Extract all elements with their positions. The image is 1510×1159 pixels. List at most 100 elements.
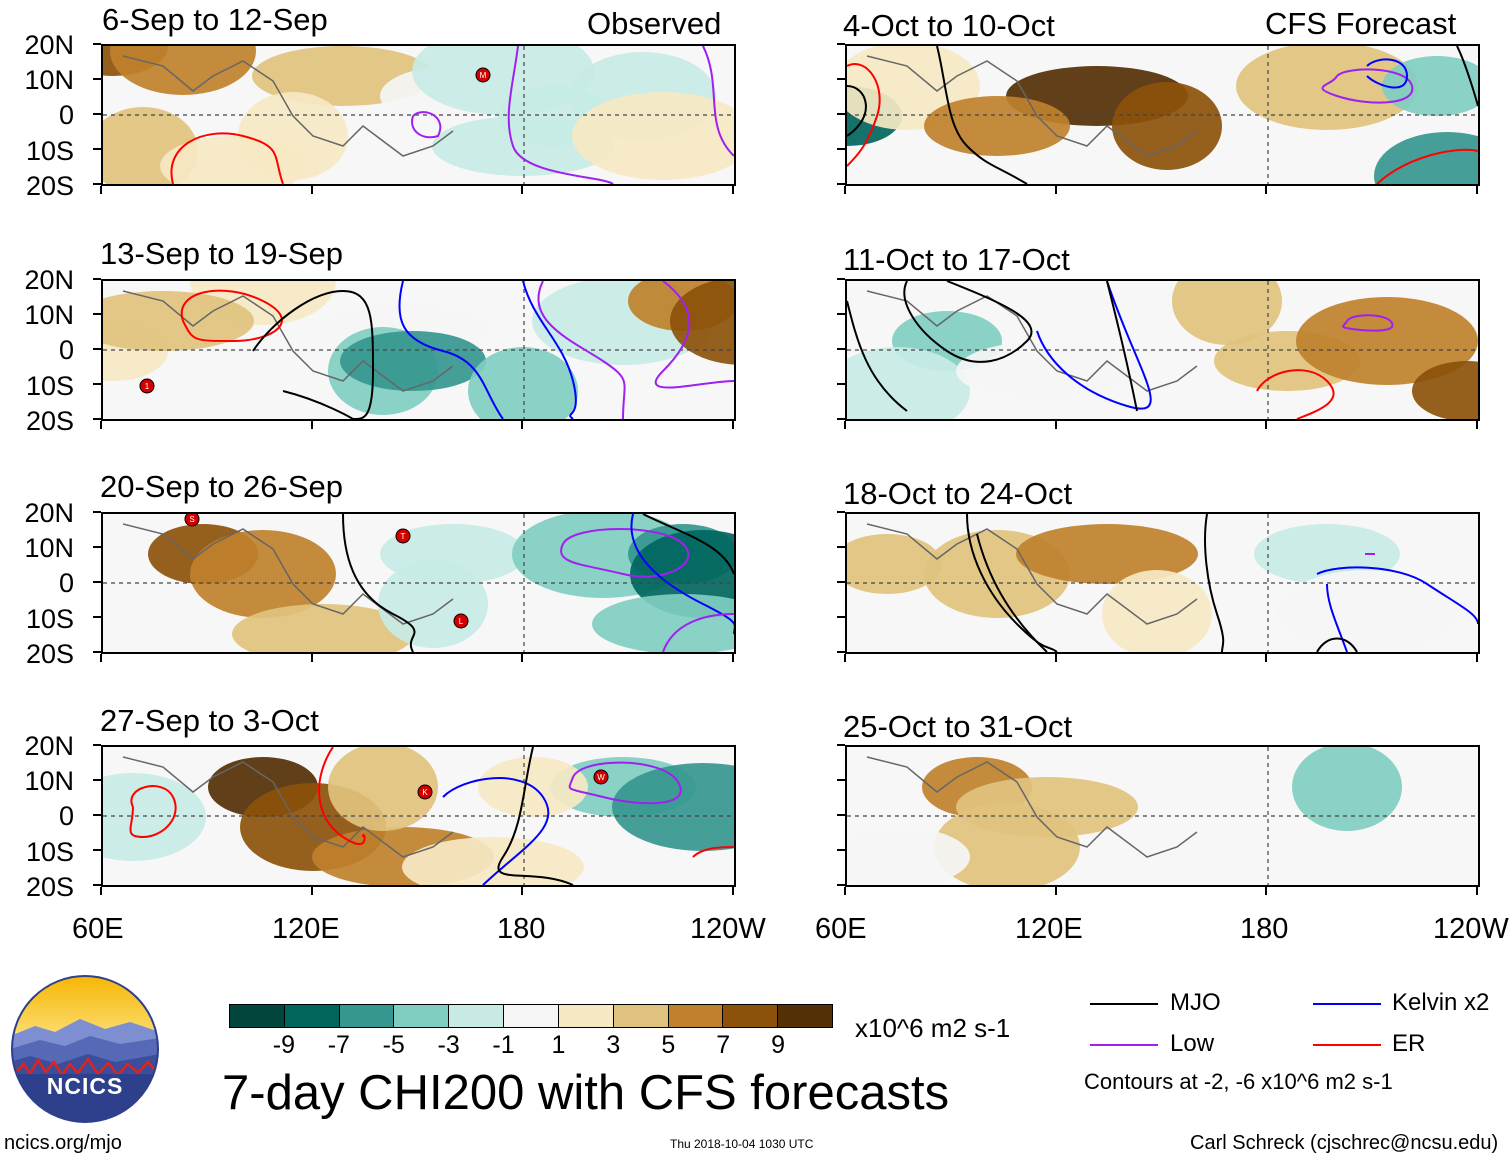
low-contour — [702, 46, 734, 157]
map-field — [847, 46, 1478, 184]
lon-tick — [100, 421, 102, 429]
anomaly-region — [190, 530, 336, 618]
mjo-contour — [1106, 281, 1138, 412]
lat-tick — [837, 651, 845, 653]
lat-label: 10N — [24, 766, 74, 797]
lat-tick — [93, 148, 101, 150]
lon-tick — [732, 654, 735, 662]
anomaly-region — [402, 837, 584, 885]
anomaly-region — [592, 594, 734, 652]
lat-tick — [93, 418, 101, 420]
low-contour — [411, 111, 442, 139]
mjo-contour — [976, 533, 1048, 652]
storm-marker: 1 — [139, 378, 155, 394]
colorbar-tick-label: -9 — [272, 1031, 296, 1059]
low-contour — [654, 281, 734, 389]
lon-tick — [521, 887, 524, 895]
kelvin-contour — [1326, 583, 1348, 652]
forecast-header: CFS Forecast — [1265, 6, 1457, 41]
coastline — [866, 523, 1198, 625]
lat-tick — [837, 849, 845, 851]
legend-kelvin-line — [1313, 1003, 1381, 1005]
storm-marker: K — [417, 784, 433, 800]
storm-marker: S — [184, 514, 200, 527]
kelvin-contour — [522, 281, 577, 419]
map-panel-obs-1: M — [101, 44, 736, 186]
lat-label: 10S — [25, 603, 74, 634]
lat-tick — [93, 651, 101, 653]
lon-tick — [521, 421, 524, 429]
logo-text: NCICS — [47, 1073, 124, 1099]
kelvin-contour — [442, 777, 550, 885]
anomaly-region — [1292, 747, 1402, 831]
colorbar-tick-label: 3 — [606, 1031, 621, 1059]
colorbar-swatch — [668, 1005, 724, 1027]
map-panel-fcst-2 — [845, 279, 1480, 421]
anomaly-region — [1276, 570, 1458, 652]
lat-tick — [837, 546, 845, 548]
legend-mjo-label: MJO — [1170, 989, 1221, 1016]
lat-tick — [93, 313, 101, 315]
map-panel-fcst-1 — [845, 44, 1480, 186]
lon-label-120e: 120E — [272, 913, 340, 945]
lat-tick — [837, 744, 845, 746]
kelvin-contour — [1366, 58, 1409, 89]
footer-author: Carl Schreck (cjschrec@ncsu.edu) — [1190, 1132, 1499, 1154]
lat-tick — [837, 814, 845, 816]
lat-label: 0 — [58, 568, 74, 599]
legend-er-line — [1313, 1044, 1381, 1046]
mjo-contour — [252, 289, 375, 419]
mjo-contour — [847, 85, 867, 137]
legend-er-label: ER — [1392, 1030, 1426, 1057]
low-contour — [507, 46, 614, 184]
er-contour — [692, 846, 734, 858]
anomaly-region — [340, 331, 486, 391]
anomaly-region — [1254, 524, 1400, 584]
lat-tick — [93, 884, 101, 886]
lon-tick — [1265, 654, 1268, 662]
anomaly-region — [468, 347, 578, 419]
mjo-contour — [903, 281, 1033, 363]
colorbar-swatch — [778, 1005, 832, 1027]
lat-tick — [93, 849, 101, 851]
anomaly-region — [847, 534, 942, 594]
colorbar-tick-label: 7 — [716, 1031, 731, 1059]
anomaly-region — [612, 763, 734, 851]
low-contour — [568, 761, 682, 805]
mjo-contour — [497, 747, 574, 885]
map-panel-obs-3: S T L — [101, 512, 736, 654]
lat-tick — [837, 383, 845, 385]
mjo-contour — [966, 514, 1058, 652]
coastline — [866, 55, 1198, 157]
map-field: M — [103, 46, 734, 184]
low-contour — [1342, 314, 1394, 332]
legend-mjo-line — [1090, 1003, 1158, 1005]
lon-tick — [1476, 654, 1479, 662]
lon-tick — [1054, 887, 1057, 895]
coastline — [866, 290, 1198, 392]
lat-tick — [93, 113, 101, 115]
legend-contours-note: Contours at -2, -6 x10^6 m2 s-1 — [1084, 1069, 1393, 1094]
lat-label: 10N — [24, 300, 74, 331]
lon-tick — [844, 654, 846, 662]
lat-tick — [93, 546, 101, 548]
storm-marker: W — [593, 769, 609, 785]
lat-tick — [837, 113, 845, 115]
footer-url[interactable]: ncics.org/mjo — [4, 1132, 122, 1154]
colorbar-swatch — [504, 1005, 559, 1027]
lon-tick — [100, 186, 102, 194]
lon-tick — [1476, 421, 1479, 429]
colorbar-tick-label: 1 — [551, 1031, 566, 1059]
panel-title-obs-2: 13-Sep to 19-Sep — [100, 236, 344, 271]
lat-tick — [93, 779, 101, 781]
colorbar-swatch — [339, 1005, 395, 1027]
lon-tick — [1265, 421, 1268, 429]
colorbar-tick-label: -7 — [327, 1031, 350, 1059]
lon-tick — [310, 421, 313, 429]
lat-label: 10S — [25, 370, 74, 401]
anomaly-region — [1296, 297, 1478, 385]
lat-tick — [837, 779, 845, 781]
lon-tick — [1054, 654, 1057, 662]
lon-tick — [844, 186, 846, 194]
lat-label: 0 — [58, 335, 74, 366]
